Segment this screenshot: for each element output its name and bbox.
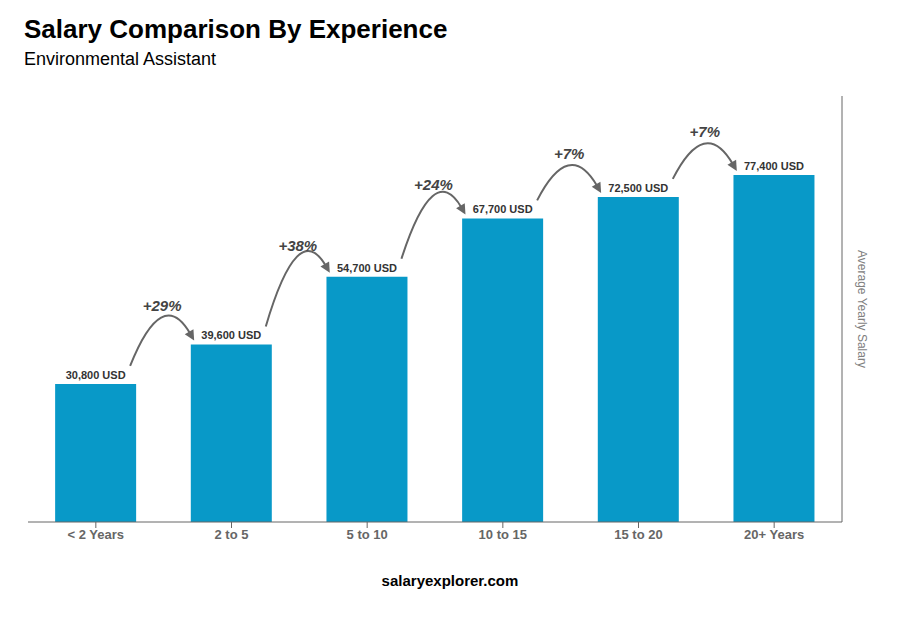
svg-text:72,500 USD: 72,500 USD <box>608 182 668 194</box>
svg-text:10 to 15: 10 to 15 <box>479 527 527 542</box>
svg-text:67,700 USD: 67,700 USD <box>473 203 533 215</box>
svg-text:2 to 5: 2 to 5 <box>215 527 249 542</box>
svg-text:< 2 Years: < 2 Years <box>68 527 125 542</box>
svg-text:Average Yearly Salary: Average Yearly Salary <box>855 250 869 368</box>
html-text:Environmental Assistant: Environmental Assistant <box>24 49 217 69</box>
svg-text:+7%: +7% <box>690 123 720 140</box>
svg-text:5 to 10: 5 to 10 <box>347 527 388 542</box>
svg-text:15 to 20: 15 to 20 <box>614 527 662 542</box>
svg-text:54,700 USD: 54,700 USD <box>337 262 397 274</box>
svg-text:30,800 USD: 30,800 USD <box>66 369 126 381</box>
html-text:salary explorer.com: salary explorer.com <box>381 572 519 589</box>
svg-text:+7%: +7% <box>554 145 584 162</box>
html-text:Salary Comparison By Experienc: Salary Comparison By Experience <box>24 14 448 44</box>
svg-text:+38%: +38% <box>278 237 317 254</box>
svg-text:+29%: +29% <box>143 297 182 314</box>
svg-text:77,400 USD: 77,400 USD <box>744 160 804 172</box>
svg-text:+24%: +24% <box>414 176 453 193</box>
svg-text:20+ Years: 20+ Years <box>744 527 804 542</box>
svg-text:39,600 USD: 39,600 USD <box>201 329 261 341</box>
